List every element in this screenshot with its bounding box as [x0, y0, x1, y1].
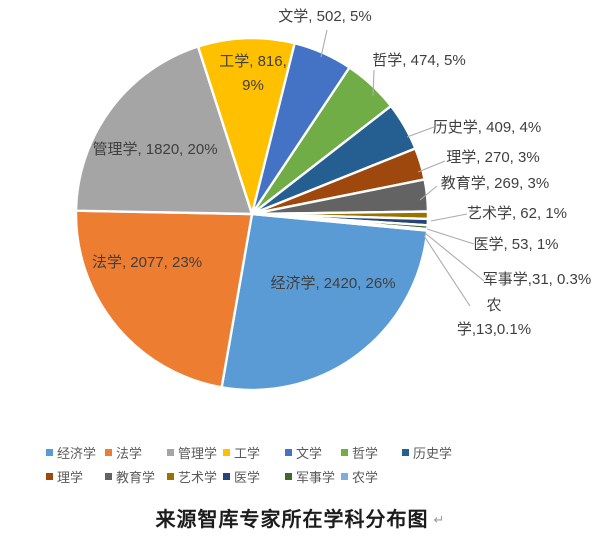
data-label-education: 教育学, 269, 3% [441, 172, 549, 196]
legend-label: 理学 [57, 469, 84, 485]
legend-marker-icon [223, 472, 230, 480]
legend-label: 文学 [296, 445, 323, 461]
data-label-line: 哲学, 474, 5% [372, 52, 466, 69]
legend-item-history: 历史学 [402, 443, 482, 462]
legend-marker-icon [285, 448, 292, 456]
chart-title-text: 来源智库专家所在学科分布图 [155, 509, 429, 531]
legend-item-management: 管理学 [167, 443, 223, 462]
legend-label: 管理学 [178, 445, 218, 461]
leader-line-education [419, 185, 438, 201]
legend-marker-icon [46, 472, 53, 480]
legend-item-medicine: 医学 [223, 467, 285, 486]
leader-line-literature [320, 29, 328, 58]
data-label-science: 理学, 270, 3% [446, 146, 539, 170]
legend-label: 哲学 [352, 445, 379, 461]
legend-item-arts: 艺术学 [167, 467, 223, 486]
leader-line-science [417, 160, 446, 173]
data-label-line: 理学, 270, 3% [446, 149, 540, 166]
leader-line-military [424, 232, 485, 282]
data-label-line: 9% [242, 77, 264, 94]
legend-label: 经济学 [57, 445, 97, 461]
data-label-line: 文学, 502, 5% [278, 8, 372, 25]
legend-label: 医学 [234, 469, 261, 485]
legend-item-literature: 文学 [285, 443, 341, 462]
legend-marker-icon [105, 472, 112, 480]
legend-marker-icon [341, 448, 348, 456]
chart-legend: 经济学 法学 管理学 工学 文学 哲学 历史学理学 教育学 艺术学 医学 军事学 农学 [46, 440, 482, 488]
data-label-line: 农 [486, 297, 502, 314]
data-label-history: 历史学, 409, 4% [433, 116, 541, 140]
pie-plot-area [74, 29, 485, 392]
data-label-line: 工学, 816, [219, 53, 287, 70]
leader-line-medicine [426, 228, 475, 245]
pie-slice-economics [220, 212, 429, 392]
legend-label: 工学 [234, 445, 261, 461]
data-label-literature: 文学, 502, 5% [278, 5, 371, 29]
leader-line-history [406, 126, 435, 138]
legend-marker-icon [223, 448, 230, 456]
pie-slice-engineering [196, 36, 296, 216]
data-label-line: 学,13,0.1% [456, 321, 532, 338]
legend-item-agriculture: 农学 [341, 467, 402, 486]
data-label-military: 军事学,31, 0.3% [483, 268, 591, 292]
data-label-line: 历史学, 409, 4% [432, 119, 542, 136]
legend-label: 历史学 [413, 445, 453, 461]
legend-marker-icon [167, 448, 174, 456]
data-label-line: 艺术学, 62, 1% [466, 205, 568, 222]
legend-item-economics: 经济学 [46, 443, 105, 462]
pie-slice-law [74, 209, 254, 389]
legend-marker-icon [105, 448, 112, 456]
legend-item-engineering: 工学 [223, 443, 285, 462]
data-label-law: 法学, 2077, 23% [92, 251, 202, 275]
legend-label: 军事学 [296, 469, 336, 485]
data-label-economics: 经济学, 2420, 26% [270, 272, 395, 296]
data-label-management: 管理学, 1820, 20% [92, 138, 217, 162]
legend-label: 农学 [352, 469, 379, 485]
legend-label: 教育学 [116, 469, 156, 485]
legend-marker-icon [341, 472, 348, 480]
data-label-line: 医学, 53, 1% [473, 236, 559, 253]
legend-marker-icon [46, 448, 53, 456]
data-label-line: 法学, 2077, 23% [91, 254, 203, 271]
leader-line-philosophy [372, 69, 375, 97]
data-label-philosophy: 哲学, 474, 5% [372, 49, 465, 73]
data-label-arts: 艺术学, 62, 1% [467, 202, 567, 226]
data-label-line: 经济学, 2420, 26% [270, 275, 396, 292]
legend-item-military: 军事学 [285, 467, 341, 486]
legend-label: 艺术学 [178, 469, 218, 485]
legend-label: 法学 [116, 445, 143, 461]
data-label-line: 教育学, 269, 3% [440, 175, 550, 192]
data-label-medicine: 医学, 53, 1% [473, 233, 558, 257]
leader-line-arts [430, 213, 468, 222]
data-label-line: 管理学, 1820, 20% [92, 141, 218, 158]
chart-title: 来源智库专家所在学科分布图 ↵ [0, 503, 600, 532]
data-label-line: 军事学,31, 0.3% [482, 271, 592, 288]
legend-marker-icon [402, 448, 409, 456]
legend-item-law: 法学 [105, 443, 167, 462]
data-label-engineering: 工学, 816, 9% [219, 50, 287, 98]
pie-slice-management [74, 45, 254, 216]
paragraph-return-mark: ↵ [433, 512, 445, 527]
data-label-agriculture: 农学,13,0.1% [457, 294, 531, 342]
legend-marker-icon [285, 472, 292, 480]
legend-marker-icon [167, 472, 174, 480]
legend-item-science: 理学 [46, 467, 105, 486]
leader-line-agriculture [423, 235, 471, 307]
legend-item-education: 教育学 [105, 467, 167, 486]
legend-item-philosophy: 哲学 [341, 443, 402, 462]
